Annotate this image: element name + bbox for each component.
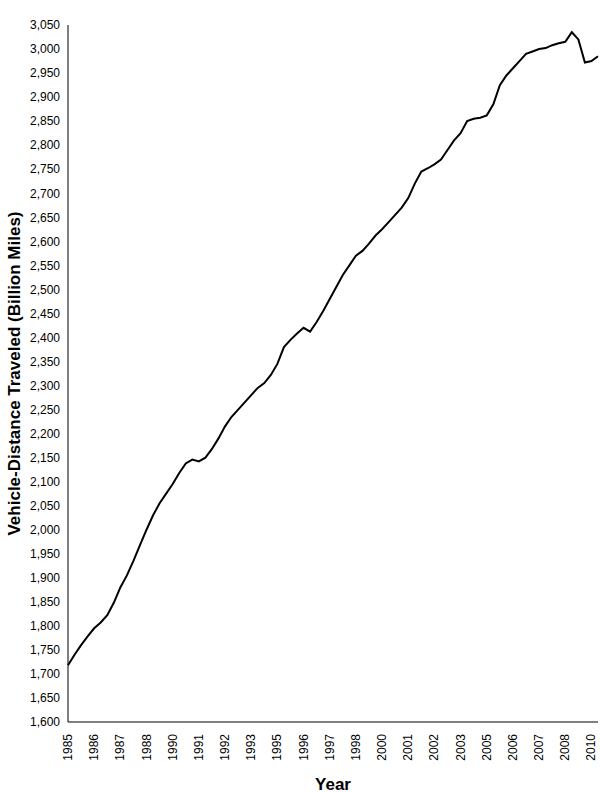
svg-text:3,050: 3,050 [30,18,60,32]
svg-text:Year: Year [315,775,351,792]
svg-text:1,900: 1,900 [30,571,60,585]
svg-text:1,650: 1,650 [30,691,60,705]
svg-text:2,450: 2,450 [30,307,60,321]
svg-text:2007: 2007 [532,734,546,761]
svg-text:2,250: 2,250 [30,403,60,417]
svg-text:2003: 2003 [454,734,468,761]
svg-text:1985: 1985 [61,734,75,761]
svg-text:2,800: 2,800 [30,138,60,152]
svg-text:1,950: 1,950 [30,547,60,561]
svg-text:1,600: 1,600 [30,715,60,729]
svg-text:2006: 2006 [506,734,520,761]
svg-text:2010: 2010 [584,734,592,761]
svg-text:1,700: 1,700 [30,667,60,681]
svg-text:2,900: 2,900 [30,90,60,104]
svg-text:3,000: 3,000 [30,42,60,56]
svg-text:2,650: 2,650 [30,211,60,225]
svg-text:1993: 1993 [244,734,258,761]
svg-text:1995: 1995 [270,734,284,761]
svg-text:2,200: 2,200 [30,427,60,441]
svg-text:1,800: 1,800 [30,619,60,633]
svg-text:2,500: 2,500 [30,283,60,297]
svg-text:2,700: 2,700 [30,187,60,201]
svg-text:1,750: 1,750 [30,643,60,657]
svg-text:2001: 2001 [401,734,415,761]
svg-text:2,600: 2,600 [30,235,60,249]
svg-text:2,550: 2,550 [30,259,60,273]
svg-text:1987: 1987 [113,734,127,761]
svg-text:Vehicle-Distance Traveled (Bil: Vehicle-Distance Traveled (Billion Miles… [8,211,24,535]
svg-text:2,850: 2,850 [30,114,60,128]
svg-text:2008: 2008 [558,734,572,761]
svg-text:1997: 1997 [323,734,337,761]
svg-text:1986: 1986 [87,734,101,761]
svg-text:1990: 1990 [166,734,180,761]
svg-text:2002: 2002 [427,734,441,761]
svg-text:1988: 1988 [140,734,154,761]
svg-text:2,100: 2,100 [30,475,60,489]
svg-text:2005: 2005 [480,734,494,761]
svg-text:2,400: 2,400 [30,331,60,345]
svg-text:2,950: 2,950 [30,66,60,80]
svg-text:2000: 2000 [375,734,389,761]
svg-text:2,000: 2,000 [30,523,60,537]
svg-text:1998: 1998 [349,734,363,761]
svg-text:2,150: 2,150 [30,451,60,465]
svg-text:2,750: 2,750 [30,162,60,176]
svg-text:2,300: 2,300 [30,379,60,393]
svg-text:1991: 1991 [192,734,206,761]
svg-text:1992: 1992 [218,734,232,761]
svg-text:2,050: 2,050 [30,499,60,513]
svg-text:1996: 1996 [297,734,311,761]
svg-text:1,850: 1,850 [30,595,60,609]
svg-text:2,350: 2,350 [30,355,60,369]
